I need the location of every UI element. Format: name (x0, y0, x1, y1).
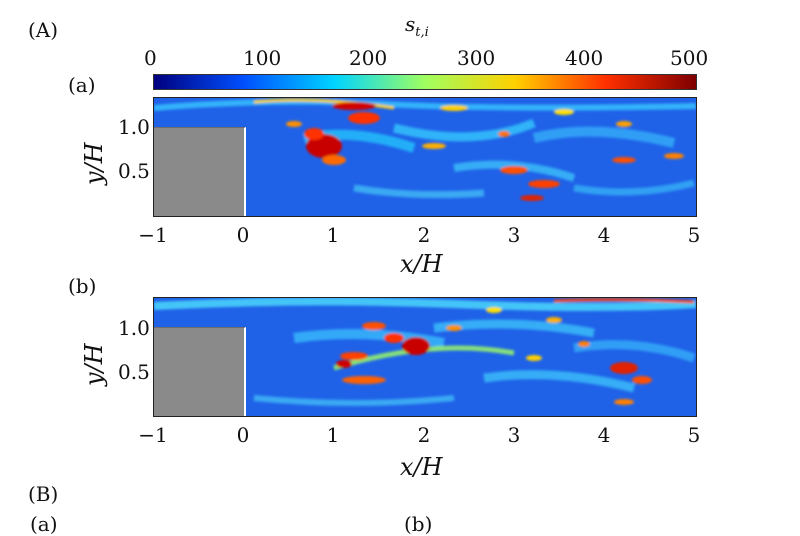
panel-a-ytick-0.5: 0.5 (118, 159, 150, 183)
step-obstacle (154, 127, 246, 216)
bottom-label-a: (a) (30, 512, 58, 536)
colorbar (153, 74, 697, 90)
panel-a-plot (153, 97, 697, 217)
section-a-label: (A) (28, 18, 59, 42)
colorbar-tick-0: 0 (144, 46, 157, 70)
panel-b-plot (153, 297, 697, 417)
panel-b-xtick-1: 1 (326, 423, 340, 447)
colorbar-label: st,i (405, 12, 429, 40)
panel-b-ytick-0.5: 0.5 (118, 360, 150, 384)
panel-a-xtick-3: 3 (507, 223, 521, 247)
colorbar-tick-500: 500 (670, 46, 709, 70)
colorbar-tick-200: 200 (349, 46, 388, 70)
panel-a-label: (a) (68, 73, 96, 97)
panel-b-xtick--1: −1 (138, 423, 168, 447)
panel-a-ytick-1.0: 1.0 (118, 115, 150, 139)
panel-b-xtick-4: 4 (597, 423, 611, 447)
panel-b-xtick-3: 3 (507, 423, 521, 447)
colorbar-label-sub: t,i (415, 25, 429, 40)
panel-b-ytick-1.0: 1.0 (118, 316, 150, 340)
colorbar-tick-400: 400 (565, 46, 604, 70)
bottom-label-b: (b) (404, 512, 433, 536)
panel-a-y-label: y/H (80, 142, 108, 185)
panel-a-xtick-4: 4 (597, 223, 611, 247)
colorbar-tick-300: 300 (457, 46, 496, 70)
panel-a-x-label: x/H (400, 250, 443, 278)
panel-a-xtick-5: 5 (687, 223, 701, 247)
panel-b-xtick-0: 0 (236, 423, 250, 447)
panel-b-xtick-2: 2 (417, 423, 431, 447)
panel-b-label: (b) (68, 274, 97, 298)
panel-a-xtick-1: 1 (326, 223, 340, 247)
step-obstacle (154, 327, 246, 416)
panel-b-x-label: x/H (400, 453, 443, 481)
colorbar-label-main: s (405, 12, 416, 36)
section-b-label: (B) (28, 482, 59, 506)
colorbar-tick-100: 100 (243, 46, 282, 70)
panel-a-xtick--1: −1 (138, 223, 168, 247)
panel-a-xtick-0: 0 (236, 223, 250, 247)
panel-b-xtick-5: 5 (687, 423, 701, 447)
panel-a-xtick-2: 2 (417, 223, 431, 247)
panel-b-y-label: y/H (80, 343, 108, 386)
